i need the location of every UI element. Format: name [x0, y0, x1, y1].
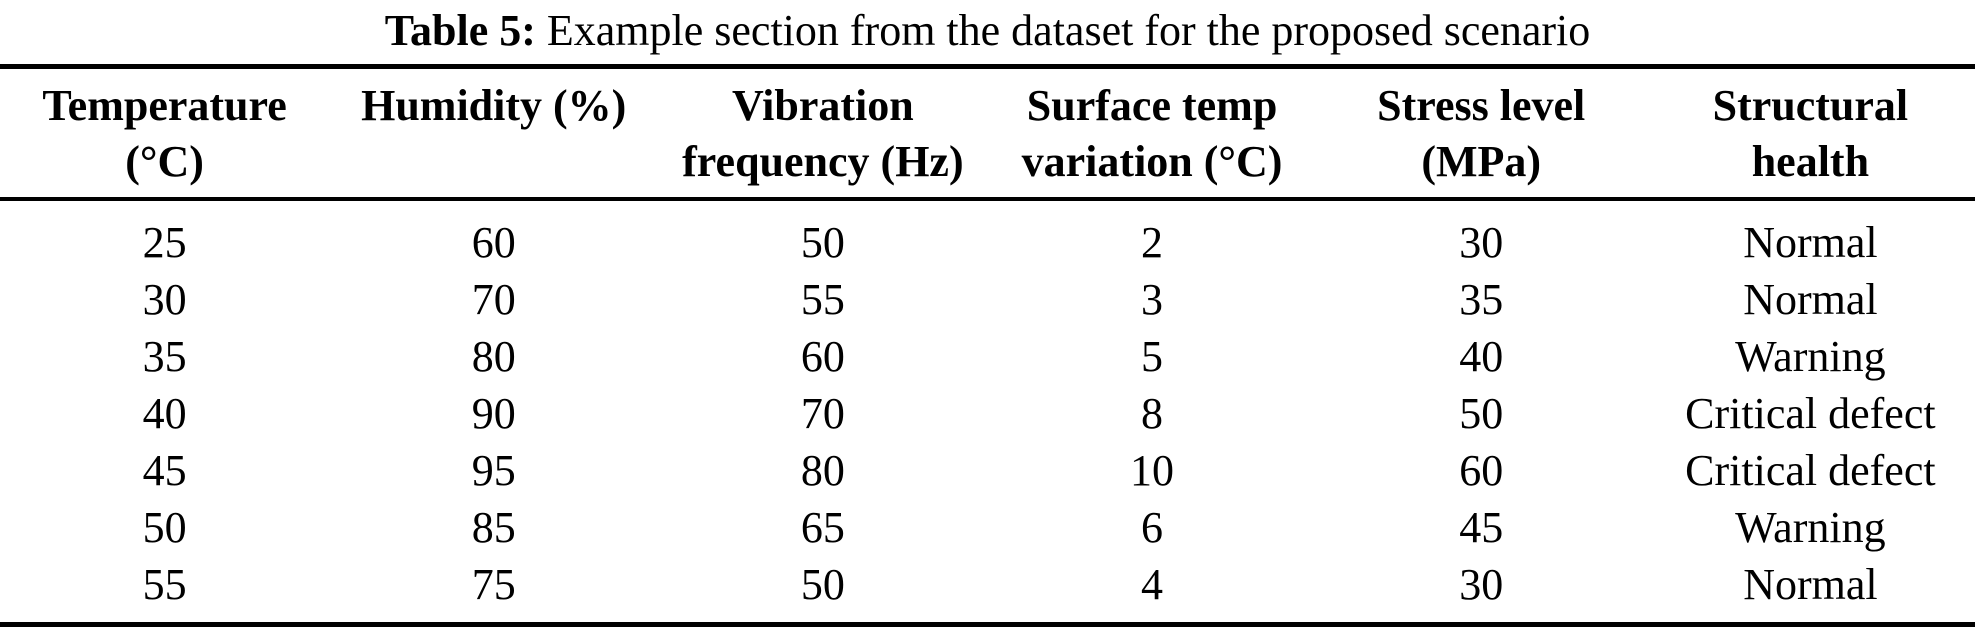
table-cell-humidity: 85 [471, 503, 516, 552]
col-header-vibration-frequency: Vibration frequency (Hz) [658, 64, 988, 201]
table-row: 50 85 65 6 45 Warning [0, 499, 1975, 556]
table-cell-stress-level: 50 [1459, 389, 1504, 438]
table-cell-temperature: 35 [142, 332, 187, 381]
table-cell-vibration-frequency: 50 [800, 560, 845, 609]
table-cell-structural-health: Normal [1743, 560, 1878, 609]
col-header-line: Vibration [732, 81, 914, 130]
table-cell-structural-health: Critical defect [1685, 389, 1936, 438]
table-cell-stress-level: 35 [1459, 275, 1504, 324]
table-cell-vibration-frequency: 60 [800, 332, 845, 381]
col-header-line: variation (°C) [1021, 137, 1283, 186]
table-row: 40 90 70 8 50 Critical defect [0, 385, 1975, 442]
table-cell-humidity: 60 [471, 218, 516, 267]
table-cell-humidity: 70 [471, 275, 516, 324]
table-cell-surface-temp-variation: 3 [1141, 275, 1164, 324]
table-cell-humidity: 75 [471, 560, 516, 609]
col-header-line: Stress level [1377, 81, 1586, 130]
col-header-line: (MPa) [1421, 137, 1542, 186]
table-cell-temperature: 55 [142, 560, 187, 609]
table-cell-surface-temp-variation: 8 [1141, 389, 1164, 438]
table-cell-humidity: 90 [471, 389, 516, 438]
col-header-line: Temperature [42, 81, 287, 130]
col-header-line: Humidity (%) [361, 81, 627, 130]
table-cell-structural-health: Normal [1743, 275, 1878, 324]
table-cell-temperature: 30 [142, 275, 187, 324]
table-cell-temperature: 50 [142, 503, 187, 552]
col-header-humidity: Humidity (%) [329, 64, 659, 201]
table-cell-vibration-frequency: 80 [800, 446, 845, 495]
table-cell-stress-level: 30 [1459, 560, 1504, 609]
table-cell-surface-temp-variation: 4 [1141, 560, 1164, 609]
table-cell-structural-health: Normal [1743, 218, 1878, 267]
col-header-line: (°C) [125, 137, 204, 186]
table-cell-structural-health: Critical defect [1685, 446, 1936, 495]
col-header-line: health [1751, 137, 1870, 186]
table-cell-vibration-frequency: 55 [800, 275, 845, 324]
table-cell-stress-level: 40 [1459, 332, 1504, 381]
table-body: 25 60 50 2 30 Normal 30 70 55 3 35 Norma… [0, 199, 1975, 625]
table-cell-humidity: 80 [471, 332, 516, 381]
table-cell-structural-health: Warning [1735, 503, 1886, 552]
table-cell-surface-temp-variation: 2 [1141, 218, 1164, 267]
dataset-table: Temperature (°C) Humidity (%) Vibration … [0, 64, 1975, 627]
table-cell-temperature: 25 [142, 218, 187, 267]
table-cell-surface-temp-variation: 6 [1141, 503, 1164, 552]
table-header: Temperature (°C) Humidity (%) Vibration … [0, 64, 1975, 201]
table-caption-label: Table 5: [384, 6, 536, 55]
col-header-line: Surface temp [1026, 81, 1278, 130]
table-row: 30 70 55 3 35 Normal [0, 271, 1975, 328]
table-cell-stress-level: 30 [1459, 218, 1504, 267]
table-row: 25 60 50 2 30 Normal [0, 199, 1975, 271]
col-header-line: frequency (Hz) [682, 137, 964, 186]
table-cell-structural-health: Warning [1735, 332, 1886, 381]
col-header-stress-level: Stress level (MPa) [1316, 64, 1646, 201]
table-row: 55 75 50 4 30 Normal [0, 556, 1975, 625]
table-row: 45 95 80 10 60 Critical defect [0, 442, 1975, 499]
table-cell-vibration-frequency: 65 [800, 503, 845, 552]
table-cell-vibration-frequency: 50 [800, 218, 845, 267]
table-caption-text: Example section from the dataset for the… [535, 6, 1591, 55]
col-header-temperature: Temperature (°C) [0, 64, 330, 201]
table-cell-surface-temp-variation: 10 [1130, 446, 1175, 495]
table-cell-stress-level: 45 [1459, 503, 1504, 552]
col-header-surface-temp-variation: Surface temp variation (°C) [987, 64, 1317, 201]
table-cell-surface-temp-variation: 5 [1141, 332, 1164, 381]
col-header-line: Structural [1712, 81, 1909, 130]
table-cell-stress-level: 60 [1459, 446, 1504, 495]
header-row: Temperature (°C) Humidity (%) Vibration … [0, 64, 1975, 201]
table-cell-temperature: 40 [142, 389, 187, 438]
table-cell-humidity: 95 [471, 446, 516, 495]
table-cell-temperature: 45 [142, 446, 187, 495]
table-cell-vibration-frequency: 70 [800, 389, 845, 438]
table-caption: Table 5: Example section from the datase… [0, 0, 1975, 64]
table-row: 35 80 60 5 40 Warning [0, 328, 1975, 385]
col-header-structural-health: Structural health [1645, 64, 1975, 201]
